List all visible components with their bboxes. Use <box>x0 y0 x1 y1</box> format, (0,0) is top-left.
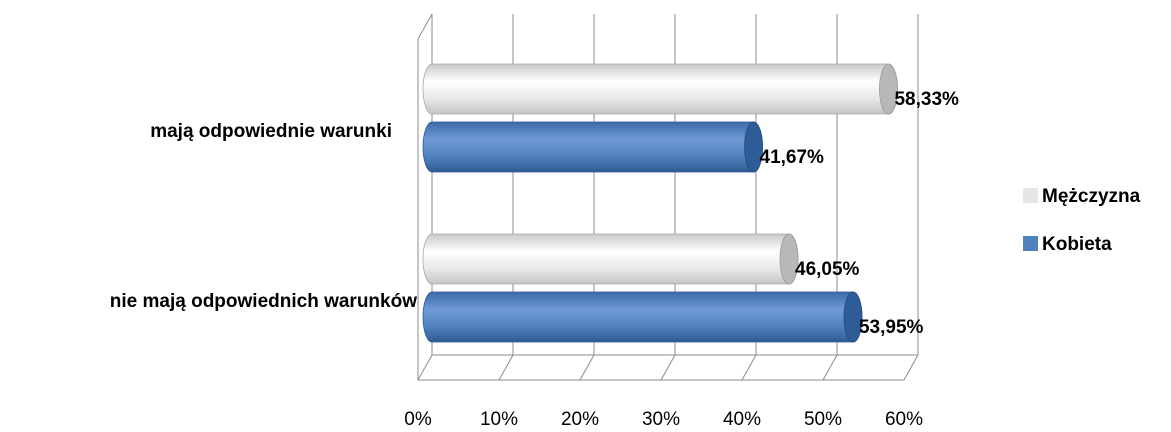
floor-gridline <box>661 355 675 380</box>
floor-gridline <box>904 355 918 380</box>
bar-body <box>423 122 763 172</box>
category-label: mają odpowiednie warunki <box>150 121 392 142</box>
side-wall-top-edge <box>418 14 432 39</box>
data-label: 41,67% <box>760 147 825 168</box>
legend: Mężczyzna Kobieta <box>1023 186 1141 255</box>
bar-mezczyzna: 46,05% <box>423 234 860 284</box>
x-tick-label: 30% <box>642 409 680 430</box>
category-labels: mają odpowiednie warunki nie mają odpowie… <box>110 121 417 312</box>
floor-gridline <box>823 355 837 380</box>
bar-body <box>423 234 798 284</box>
legend-swatch <box>1023 188 1038 203</box>
x-tick-label: 60% <box>885 409 923 430</box>
bar-kobieta: 53,95% <box>423 292 924 342</box>
bar-mezczyzna: 58,33% <box>423 64 959 114</box>
data-label: 58,33% <box>894 89 959 110</box>
floor-gridline <box>580 355 594 380</box>
floor-gridline <box>499 355 513 380</box>
x-tick-label: 0% <box>404 409 432 430</box>
x-tick-label: 40% <box>723 409 761 430</box>
bar-body <box>423 292 862 342</box>
legend-swatch <box>1023 236 1038 251</box>
floor-gridline <box>418 355 432 380</box>
x-tick-label: 20% <box>561 409 599 430</box>
bar-body <box>423 64 897 114</box>
x-tick-label: 50% <box>804 409 842 430</box>
legend-label: Mężczyzna <box>1042 186 1141 207</box>
x-tick-label: 10% <box>480 409 518 430</box>
data-label: 53,95% <box>859 317 924 338</box>
data-label: 46,05% <box>795 259 860 280</box>
category-label: nie mają odpowiednich warunków <box>110 291 417 312</box>
floor-gridline <box>742 355 756 380</box>
bars: 58,33% 41,67% 46,05% 53,95% <box>423 64 959 342</box>
x-tick-labels: 0% 10% 20% 30% 40% 50% 60% <box>404 409 923 430</box>
legend-label: Kobieta <box>1042 234 1112 255</box>
bar-kobieta: 41,67% <box>423 122 824 172</box>
